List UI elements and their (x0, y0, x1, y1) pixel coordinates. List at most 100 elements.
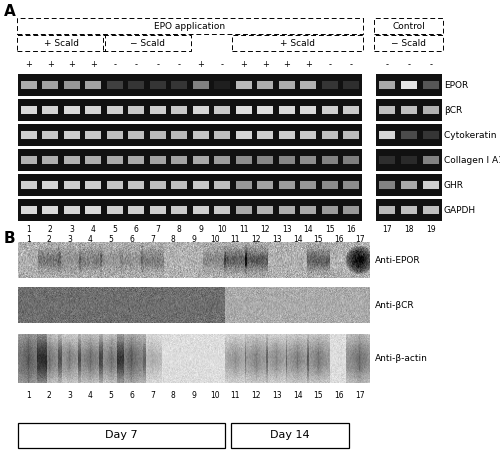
Text: 4: 4 (88, 235, 93, 244)
Polygon shape (42, 207, 58, 214)
Text: 8: 8 (171, 235, 175, 244)
Polygon shape (257, 207, 274, 214)
Polygon shape (85, 182, 102, 189)
Polygon shape (376, 149, 442, 171)
Polygon shape (300, 106, 316, 114)
Polygon shape (400, 131, 417, 139)
Text: 8: 8 (171, 391, 175, 400)
Polygon shape (257, 81, 274, 89)
Polygon shape (128, 182, 144, 189)
Text: 14: 14 (292, 391, 302, 400)
Text: 3: 3 (68, 391, 72, 400)
Polygon shape (378, 131, 396, 139)
Polygon shape (236, 106, 252, 114)
Text: -: - (135, 60, 138, 69)
Polygon shape (42, 131, 58, 139)
Polygon shape (192, 156, 209, 164)
Polygon shape (20, 106, 37, 114)
Text: 13: 13 (272, 391, 281, 400)
Text: Day 14: Day 14 (270, 430, 310, 440)
Text: 5: 5 (112, 226, 117, 235)
Polygon shape (378, 182, 396, 189)
Polygon shape (192, 182, 209, 189)
Polygon shape (236, 81, 252, 89)
Polygon shape (64, 81, 80, 89)
Polygon shape (64, 131, 80, 139)
Polygon shape (343, 207, 359, 214)
Text: Anti-EPOR: Anti-EPOR (375, 255, 420, 265)
Text: -: - (328, 60, 331, 69)
Polygon shape (343, 156, 359, 164)
Polygon shape (322, 182, 338, 189)
Text: 12: 12 (252, 391, 261, 400)
Polygon shape (400, 106, 417, 114)
Polygon shape (343, 106, 359, 114)
Text: 6: 6 (130, 391, 134, 400)
Text: Anti-βCR: Anti-βCR (375, 301, 414, 310)
Polygon shape (214, 106, 230, 114)
Polygon shape (192, 207, 209, 214)
Polygon shape (192, 81, 209, 89)
Polygon shape (64, 182, 80, 189)
Text: 17: 17 (355, 391, 364, 400)
Polygon shape (171, 131, 188, 139)
Polygon shape (85, 156, 102, 164)
Polygon shape (42, 182, 58, 189)
Text: 10: 10 (210, 391, 220, 400)
Text: 10: 10 (218, 226, 227, 235)
Polygon shape (85, 207, 102, 214)
Text: 11: 11 (230, 391, 240, 400)
Text: +: + (262, 60, 268, 69)
Polygon shape (171, 81, 188, 89)
Text: -: - (408, 60, 410, 69)
Polygon shape (18, 99, 362, 121)
Polygon shape (150, 156, 166, 164)
Polygon shape (85, 106, 102, 114)
Polygon shape (20, 182, 37, 189)
Polygon shape (257, 131, 274, 139)
Polygon shape (128, 156, 144, 164)
Polygon shape (300, 207, 316, 214)
Polygon shape (128, 207, 144, 214)
Text: 4: 4 (88, 391, 93, 400)
Polygon shape (64, 207, 80, 214)
Text: 13: 13 (282, 226, 292, 235)
Text: +: + (284, 60, 290, 69)
Polygon shape (378, 156, 396, 164)
Text: 8: 8 (177, 226, 182, 235)
Polygon shape (322, 81, 338, 89)
Polygon shape (85, 81, 102, 89)
Polygon shape (378, 81, 396, 89)
Polygon shape (106, 156, 123, 164)
Text: 15: 15 (325, 226, 334, 235)
Polygon shape (42, 81, 58, 89)
Text: Cytokeratin 14: Cytokeratin 14 (444, 131, 500, 140)
Text: 18: 18 (404, 226, 414, 235)
Text: EPO application: EPO application (154, 22, 226, 30)
Text: +: + (198, 60, 204, 69)
Polygon shape (150, 81, 166, 89)
Polygon shape (150, 182, 166, 189)
Text: 12: 12 (252, 235, 261, 244)
Polygon shape (214, 131, 230, 139)
Text: 1: 1 (26, 226, 31, 235)
Polygon shape (214, 156, 230, 164)
Text: + Scald: + Scald (280, 39, 315, 48)
Text: 5: 5 (108, 391, 114, 400)
Polygon shape (236, 156, 252, 164)
Polygon shape (171, 207, 188, 214)
Polygon shape (64, 106, 80, 114)
Text: 7: 7 (156, 226, 160, 235)
Polygon shape (18, 74, 362, 96)
Text: -: - (113, 60, 116, 69)
Polygon shape (257, 156, 274, 164)
Polygon shape (400, 156, 417, 164)
Polygon shape (20, 207, 37, 214)
Polygon shape (257, 106, 274, 114)
Text: 14: 14 (304, 226, 313, 235)
Text: 16: 16 (334, 391, 344, 400)
Text: 7: 7 (150, 391, 155, 400)
Polygon shape (322, 106, 338, 114)
Polygon shape (343, 182, 359, 189)
Polygon shape (422, 106, 440, 114)
